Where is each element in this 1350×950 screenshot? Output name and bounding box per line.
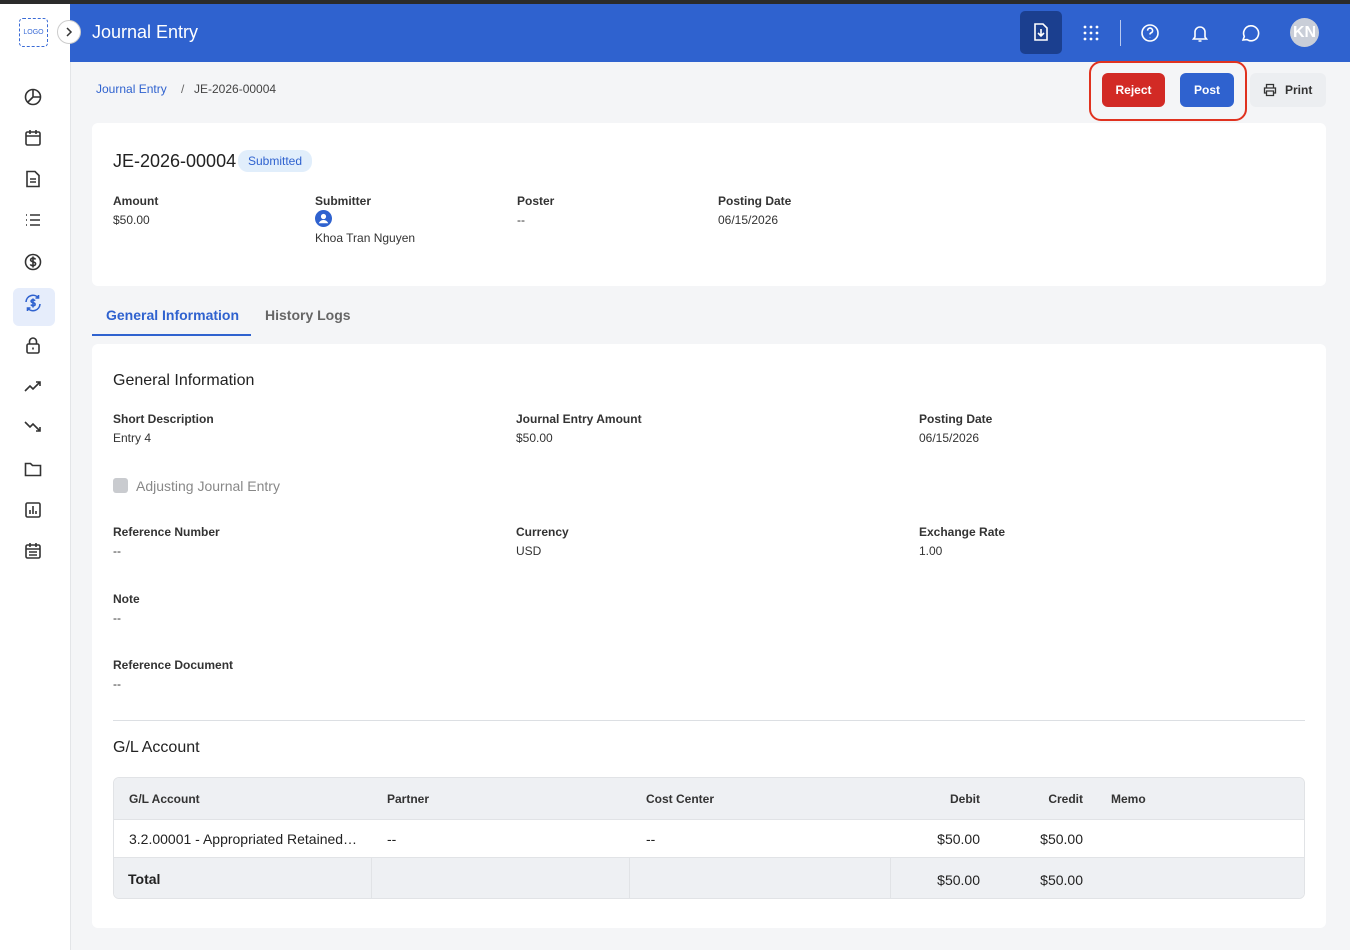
cell: $50.00 xyxy=(937,831,980,847)
user-icon xyxy=(315,210,332,227)
nav-trend-up[interactable] xyxy=(24,377,42,395)
highlight-outline xyxy=(1089,61,1247,121)
avatar[interactable]: KN xyxy=(1290,18,1319,47)
column-header: G/L Account xyxy=(129,792,200,806)
field-value: USD xyxy=(516,544,542,558)
column-header: Partner xyxy=(387,792,430,806)
checkbox-label: Adjusting Journal Entry xyxy=(136,478,280,494)
nav-folder[interactable] xyxy=(24,460,42,478)
apps-icon[interactable] xyxy=(1081,23,1101,43)
chat-icon[interactable] xyxy=(1240,23,1260,43)
logo: LOGO xyxy=(19,18,48,47)
table-header: G/L Account Partner Cost Center Debit Cr… xyxy=(114,778,1304,820)
nav-dollar[interactable] xyxy=(24,253,42,271)
field-value: $50.00 xyxy=(516,431,553,445)
cell: 3.2.00001 - Appropriated Retained… xyxy=(129,831,358,847)
nav-document[interactable] xyxy=(24,170,42,188)
column-header: Debit xyxy=(950,792,980,806)
column-divider xyxy=(890,858,891,898)
cell: -- xyxy=(387,831,397,847)
breadcrumb-link[interactable]: Journal Entry xyxy=(96,82,167,96)
column-divider xyxy=(629,858,630,898)
tab-underline xyxy=(92,334,251,336)
divider xyxy=(1120,20,1121,46)
total-credit: $50.00 xyxy=(1040,872,1083,888)
cell: $50.00 xyxy=(1040,831,1083,847)
field-label: Amount xyxy=(113,194,159,208)
column-header: Credit xyxy=(1048,792,1083,806)
checkbox[interactable] xyxy=(113,478,128,493)
expand-button[interactable] xyxy=(57,20,81,44)
column-header: Cost Center xyxy=(646,792,715,806)
field-label: Exchange Rate xyxy=(919,525,1006,539)
print-icon xyxy=(1263,83,1277,97)
field-value: $50.00 xyxy=(113,213,150,227)
table-total-row: Total $50.00 $50.00 xyxy=(114,857,1304,898)
nav-active-bg xyxy=(13,288,55,326)
download-button[interactable] xyxy=(1020,11,1062,54)
summary-card: JE-2026-00004 Submitted Amount $50.00 Su… xyxy=(92,123,1326,286)
table-row: 3.2.00001 - Appropriated Retained… -- --… xyxy=(114,820,1304,857)
nav-trend-down[interactable] xyxy=(24,418,42,436)
field-value: -- xyxy=(113,611,121,625)
breadcrumb-current: JE-2026-00004 xyxy=(194,82,277,96)
top-line xyxy=(0,0,1350,4)
field-label: Short Description xyxy=(113,412,214,426)
header-title: Journal Entry xyxy=(92,22,199,42)
field-value: Entry 4 xyxy=(113,431,152,445)
total-debit: $50.00 xyxy=(937,872,980,888)
field-label: Reference Number xyxy=(113,525,220,539)
field-label: Note xyxy=(113,592,140,606)
field-value: -- xyxy=(113,544,121,558)
field-label: Reference Document xyxy=(113,658,234,672)
post-button[interactable]: Post xyxy=(1180,73,1234,107)
status-badge: Submitted xyxy=(238,150,313,172)
tab-active[interactable]: General Information xyxy=(106,307,240,323)
field-label: Posting Date xyxy=(718,194,792,208)
field-label: Currency xyxy=(516,525,569,539)
field-value: 06/15/2026 xyxy=(919,431,980,445)
field-value: -- xyxy=(113,677,121,691)
print-button[interactable]: Print xyxy=(1250,73,1326,107)
nav-calendar[interactable] xyxy=(24,129,42,147)
field-value: Khoa Tran Nguyen xyxy=(315,231,416,245)
entry-id: JE-2026-00004 xyxy=(113,151,237,171)
reject-button[interactable]: Reject xyxy=(1102,73,1165,107)
cell: -- xyxy=(646,831,656,847)
sidebar: LOGO xyxy=(0,4,81,950)
breadcrumb-separator: / xyxy=(181,82,185,96)
separator xyxy=(113,720,1305,721)
nav-dashboard[interactable] xyxy=(24,88,42,106)
nav-list[interactable] xyxy=(24,211,42,229)
tab[interactable]: History Logs xyxy=(265,307,351,323)
nav-report[interactable] xyxy=(24,501,42,519)
column-header: Memo xyxy=(1111,792,1146,806)
gl-table: G/L Account Partner Cost Center Debit Cr… xyxy=(113,777,1305,899)
print-label: Print xyxy=(1285,83,1313,97)
field-value: 06/15/2026 xyxy=(718,213,779,227)
download-icon xyxy=(1034,23,1048,41)
nav-lock[interactable] xyxy=(24,336,42,354)
field-label: Poster xyxy=(517,194,555,208)
nav-schedule[interactable] xyxy=(24,542,42,560)
total-label: Total xyxy=(128,871,161,887)
column-divider xyxy=(371,858,372,898)
field-label: Journal Entry Amount xyxy=(516,412,642,426)
header: Journal Entry KN xyxy=(70,4,1350,62)
field-label: Submitter xyxy=(315,194,372,208)
field-value: 1.00 xyxy=(919,544,943,558)
chevron-icon xyxy=(66,27,73,37)
help-icon[interactable] xyxy=(1140,23,1160,43)
bell-icon[interactable] xyxy=(1190,23,1210,43)
section-title: G/L Account xyxy=(113,739,200,756)
general-card: General Information Short Description Ent… xyxy=(92,344,1326,928)
field-label: Posting Date xyxy=(919,412,993,426)
field-value: -- xyxy=(517,213,525,227)
section-title: General Information xyxy=(113,372,255,389)
nav-journal[interactable] xyxy=(24,294,42,312)
